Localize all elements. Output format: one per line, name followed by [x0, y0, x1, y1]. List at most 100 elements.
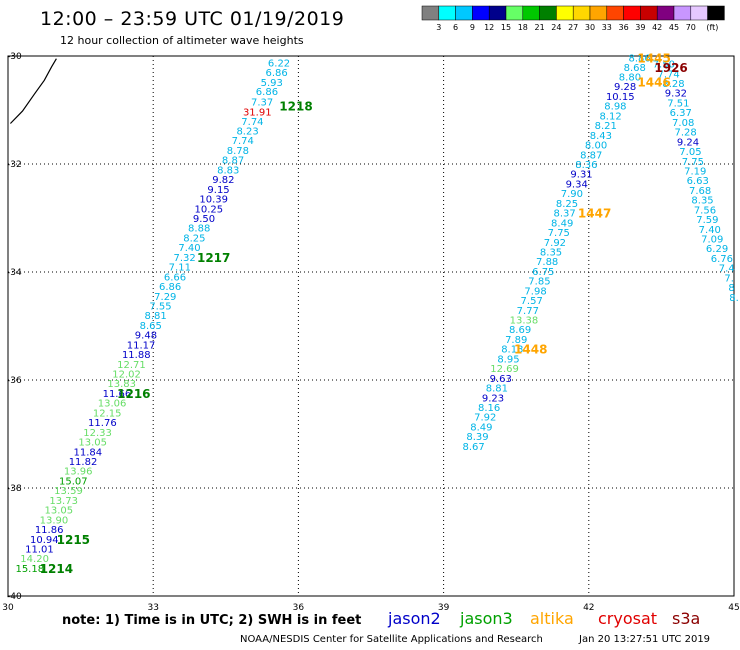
pass-time-label: 1448 — [514, 343, 547, 357]
colorbar-label: 24 — [551, 23, 561, 32]
wave-height-value: 6.75 — [532, 267, 554, 278]
wave-height-value: 7.74 — [241, 117, 263, 128]
wave-height-value: 8.49 — [551, 218, 573, 229]
colorbar-label: 39 — [635, 23, 645, 32]
wave-height-value: 7.90 — [561, 189, 583, 200]
wave-height-value: 5.93 — [261, 78, 283, 89]
wave-height-value: 8.21 — [595, 121, 617, 132]
wave-height-value: 7.28 — [674, 128, 696, 139]
wave-height-value: 7.92 — [544, 238, 566, 249]
wave-height-value: 10.94 — [30, 535, 59, 546]
wave-height-value: 11.86 — [35, 525, 64, 536]
wave-height-value: 7.32 — [174, 253, 196, 264]
wave-height-value: 7.57 — [521, 296, 543, 307]
wave-height-value: 7.74 — [658, 69, 680, 80]
wave-height-value: 8.87 — [222, 156, 244, 167]
colorbar-swatch — [656, 5, 675, 21]
wave-height-value: 7.11 — [169, 263, 191, 274]
wave-height-value: 6.37 — [670, 108, 692, 119]
legend-jason2: jason2 — [388, 609, 441, 628]
wave-height-value: 8 — [728, 283, 734, 294]
wave-height-value: 9.63 — [490, 374, 512, 385]
wave-height-value: 8.80 — [619, 73, 641, 84]
legend-s3a: s3a — [672, 609, 701, 628]
wave-height-value: 8.81 — [486, 384, 508, 395]
colorbar-swatch — [505, 5, 524, 21]
wave-height-value: 8.98 — [604, 102, 626, 113]
wave-height-value: 12.15 — [93, 408, 122, 419]
wave-height-value: 9.48 — [135, 331, 157, 342]
colorbar-swatch — [707, 5, 725, 21]
wave-height-value: 8.35 — [691, 196, 713, 207]
wave-height-value: 15.07 — [59, 476, 88, 487]
wave-height-value: 9.50 — [193, 214, 215, 225]
colorbar-swatch — [606, 5, 624, 21]
colorbar-label: 15 — [501, 23, 511, 32]
colorbar-label: 30 — [585, 23, 595, 32]
colorbar-label: 18 — [518, 23, 528, 32]
wave-height-value: 13.73 — [49, 496, 78, 507]
credit-line: NOAA/NESDIS Center for Satellite Applica… — [240, 634, 543, 645]
wave-height-value: 6.86 — [159, 282, 181, 293]
wave-height-value: 8.67 — [462, 442, 484, 453]
wave-height-value: 7.19 — [684, 166, 706, 177]
wave-height-value: 7.68 — [689, 186, 711, 197]
wave-height-value: 7.74 — [232, 136, 254, 147]
wave-height-value: 8.88 — [188, 224, 210, 235]
wave-height-value: 8.78 — [227, 146, 249, 157]
wave-height-value: 10.15 — [606, 92, 635, 103]
wave-height-value: 14.20 — [20, 554, 49, 565]
wave-height-value: 6.22 — [268, 58, 290, 69]
pass-time-label: 1445 — [637, 52, 670, 66]
y-tick-label: -34 — [7, 268, 22, 278]
wave-height-value: 9.23 — [482, 393, 504, 404]
wave-height-value: 6.76 — [711, 254, 733, 265]
chart-title: 12:00 – 23:59 UTC 01/19/2019 — [40, 8, 345, 30]
pass-time-label: 1218 — [279, 100, 312, 114]
wave-height-value: 13.06 — [98, 399, 127, 410]
wave-height-value: 7.50 — [653, 60, 675, 71]
wave-height-value: 7.56 — [694, 205, 716, 216]
wave-height-value: 8.25 — [183, 233, 205, 244]
colorbar-swatch — [572, 5, 591, 21]
wave-height-value: 8.81 — [144, 311, 166, 322]
wave-height-value: 8.25 — [556, 199, 578, 210]
wave-height-value: 11.76 — [88, 418, 117, 429]
wave-height-value: 11.01 — [25, 544, 54, 555]
wave-height-value: 13.83 — [107, 379, 136, 390]
pass-time-label: 1446 — [637, 75, 670, 89]
wave-height-value: 9.34 — [566, 179, 588, 190]
x-tick-label: 42 — [583, 603, 594, 613]
x-tick-label: 33 — [147, 603, 158, 613]
wave-height-value: 7.88 — [536, 257, 558, 268]
colorbar-swatch — [488, 5, 507, 21]
colorbar-swatch — [539, 5, 557, 21]
x-tick-label: 45 — [728, 603, 739, 613]
wave-height-value: 31.91 — [243, 108, 272, 119]
pass-time-label: 1215 — [57, 533, 90, 547]
wave-height-value: 8.23 — [236, 127, 258, 138]
colorbar-label: 70 — [686, 23, 696, 32]
colorbar-label: 12 — [484, 23, 494, 32]
wave-height-value: 8. — [729, 293, 739, 304]
wave-height-value: 8.28 — [662, 79, 684, 90]
wave-height-value: 8.68 — [624, 63, 646, 74]
x-tick-label: 36 — [293, 603, 305, 613]
wave-height-value: 7. — [724, 273, 734, 284]
colorbar-swatch — [472, 5, 490, 21]
colorbar-swatch — [623, 5, 641, 21]
wave-height-value: 7.59 — [696, 215, 718, 226]
pass-time-label: 1214 — [40, 562, 73, 576]
wave-height-value: 8.36 — [575, 160, 597, 171]
colorbar-swatch — [421, 5, 440, 21]
y-tick-label: -30 — [7, 52, 22, 62]
wave-height-value: 8.86 — [628, 54, 650, 65]
wave-height-value: 9.24 — [677, 137, 699, 148]
pass-time-label: 1217 — [197, 251, 230, 265]
wave-height-value: 11.17 — [127, 340, 156, 351]
wave-height-value: 9.31 — [570, 170, 592, 181]
wave-height-value: 6.66 — [164, 272, 186, 283]
wave-height-value: 7.89 — [505, 335, 527, 346]
